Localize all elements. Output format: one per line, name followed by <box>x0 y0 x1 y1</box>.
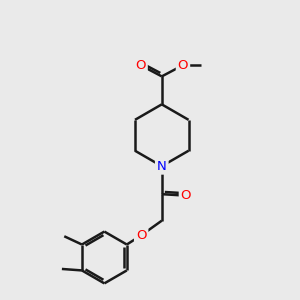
Text: N: N <box>157 160 167 173</box>
Text: O: O <box>178 59 188 72</box>
Text: O: O <box>135 59 146 72</box>
Text: O: O <box>181 189 191 202</box>
Text: O: O <box>136 229 146 242</box>
